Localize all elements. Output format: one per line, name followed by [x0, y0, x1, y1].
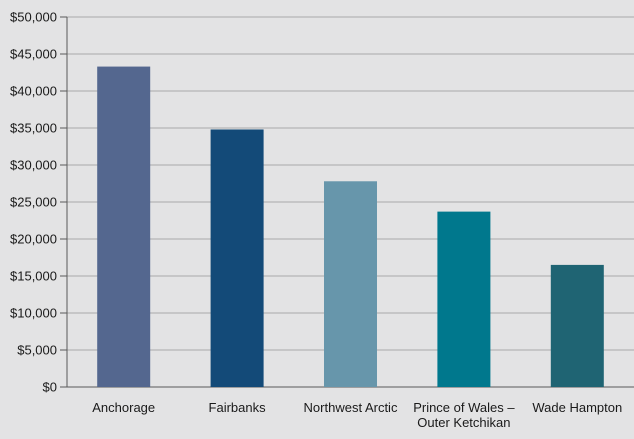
y-tick-label: $40,000 [10, 84, 57, 99]
x-tick-label: Anchorage [92, 400, 155, 415]
x-tick-label: Wade Hampton [532, 400, 622, 415]
x-tick-label: Fairbanks [209, 400, 267, 415]
y-tick-label: $15,000 [10, 269, 57, 284]
bar [97, 66, 151, 387]
y-tick-label: $50,000 [10, 10, 57, 25]
y-tick-label: $5,000 [17, 343, 57, 358]
y-tick-label: $25,000 [10, 195, 57, 210]
bar [550, 264, 604, 387]
x-tick-label: Outer Ketchikan [417, 415, 510, 430]
bar [437, 211, 491, 387]
y-tick-label: $30,000 [10, 158, 57, 173]
y-tick-label: $20,000 [10, 232, 57, 247]
x-tick-label: Northwest Arctic [304, 400, 398, 415]
bar [210, 129, 264, 388]
y-tick-label: $0 [43, 380, 57, 395]
y-tick-label: $35,000 [10, 121, 57, 136]
y-tick-label: $45,000 [10, 47, 57, 62]
x-tick-label: Prince of Wales – [413, 400, 515, 415]
bar [324, 181, 377, 387]
y-tick-label: $10,000 [10, 306, 57, 321]
